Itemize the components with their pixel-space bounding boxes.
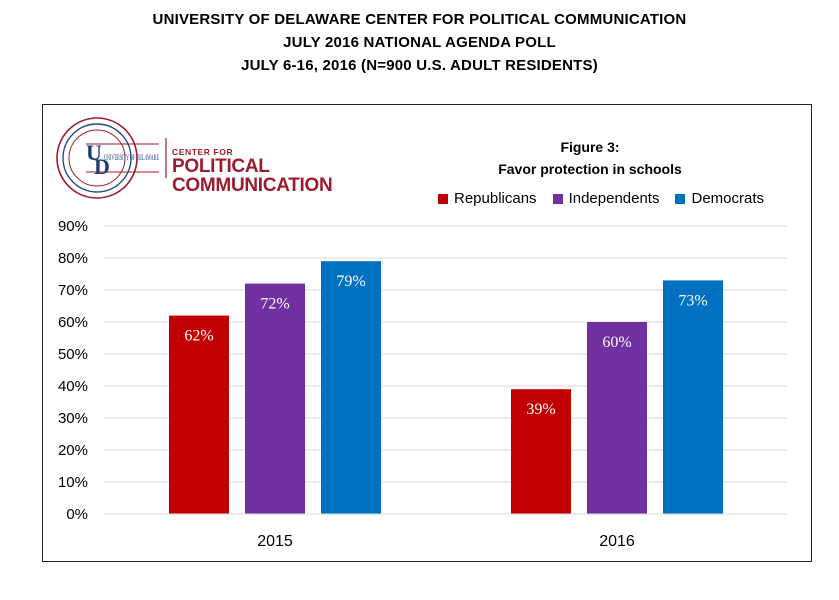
data-label: 79%: [336, 273, 365, 290]
logo-political: POLITICAL: [172, 156, 270, 177]
data-label: 60%: [602, 334, 631, 351]
data-label: 73%: [678, 292, 707, 309]
data-label: 62%: [184, 328, 213, 345]
header-line-1: UNIVERSITY OF DELAWARE CENTER FOR POLITI…: [152, 11, 687, 28]
data-label: 39%: [526, 401, 555, 418]
x-category-label: 2015: [257, 533, 293, 550]
bar-republicans-2016: [511, 389, 571, 514]
logo-communication: COMMUNICATION: [172, 175, 333, 196]
legend-swatch: [675, 193, 686, 204]
data-label: 72%: [260, 296, 289, 313]
y-tick-label: 70%: [58, 282, 88, 299]
legend-label: Independents: [568, 190, 660, 207]
y-tick-label: 80%: [58, 250, 88, 267]
chart-title: Figure 3:: [560, 139, 620, 155]
bar-independents-2016: [587, 322, 647, 514]
svg-text:U: U: [86, 140, 102, 165]
y-tick-label: 10%: [58, 474, 88, 491]
legend-swatch: [438, 193, 448, 204]
y-tick-label: 0%: [66, 506, 88, 523]
legend-item-independents: Independents: [552, 190, 660, 207]
svg-text:D: D: [94, 154, 110, 179]
y-tick-label: 20%: [58, 442, 88, 459]
header-line-2: JULY 2016 NATIONAL AGENDA POLL: [283, 34, 556, 51]
chart-legend: Republicans Independents Democrats: [438, 190, 780, 207]
bar-republicans-2015: [169, 315, 229, 514]
bar-independents-2015: [245, 283, 305, 514]
header-line-3: JULY 6-16, 2016 (N=900 U.S. ADULT RESIDE…: [241, 57, 598, 74]
logo-center-for: CENTER FOR: [172, 147, 234, 157]
y-tick-label: 30%: [58, 410, 88, 427]
ud-logo-emblem: U D UNIVERSITY OF DELAWARE: [56, 117, 167, 199]
ud-logo-text: UNIVERSITY OF DELAWARE: [104, 152, 159, 162]
chart-subtitle: Favor protection in schools: [498, 161, 682, 177]
legend-swatch: [552, 193, 563, 204]
x-category-label: 2016: [599, 533, 635, 550]
bar-democrats-2015: [321, 261, 381, 514]
chart-title-block: Figure 3: Favor protection in schools: [440, 136, 740, 180]
page-header: UNIVERSITY OF DELAWARE CENTER FOR POLITI…: [0, 8, 839, 77]
y-tick-label: 60%: [58, 314, 88, 331]
legend-label: Democrats: [691, 190, 765, 207]
legend-item-democrats: Democrats: [675, 190, 764, 207]
y-tick-label: 90%: [58, 218, 88, 235]
legend-item-republicans: Republicans: [438, 190, 537, 207]
chart-frame: [42, 104, 812, 562]
legend-label: Republicans: [454, 190, 537, 207]
y-tick-label: 50%: [58, 346, 88, 363]
y-tick-label: 40%: [58, 378, 88, 395]
cpc-logo-text: CENTER FOR POLITICAL COMMUNICATION: [172, 147, 333, 196]
bar-democrats-2016: [663, 280, 723, 514]
